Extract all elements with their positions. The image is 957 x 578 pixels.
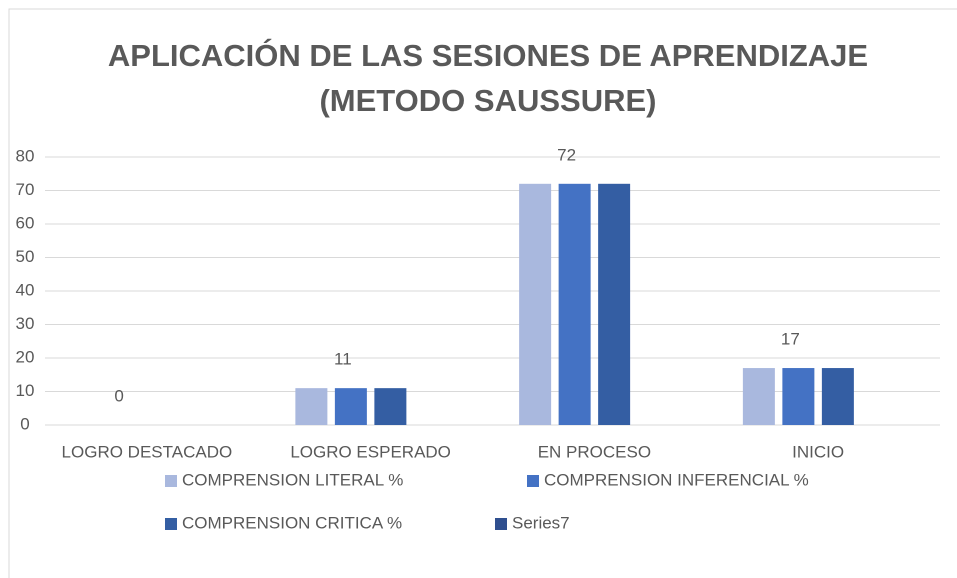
y-tick-label: 60 <box>16 213 35 232</box>
chart-title: (METODO SAUSSURE) <box>319 83 656 118</box>
y-tick-label: 80 <box>16 146 35 165</box>
legend-label: Series7 <box>512 513 570 532</box>
legend-swatch <box>165 518 177 530</box>
data-label: 11 <box>334 350 352 369</box>
data-label: 0 <box>114 386 123 405</box>
x-tick-label: LOGRO DESTACADO <box>62 442 233 461</box>
bar <box>519 183 552 425</box>
y-tick-label: 0 <box>20 414 29 433</box>
x-tick-label: EN PROCESO <box>538 442 651 461</box>
bar <box>334 388 367 425</box>
bar <box>374 388 407 425</box>
y-tick-label: 50 <box>16 247 35 266</box>
legend-swatch <box>527 475 539 487</box>
y-tick-label: 70 <box>16 180 35 199</box>
bar <box>558 183 591 425</box>
y-tick-label: 40 <box>16 280 35 299</box>
legend-swatch <box>495 518 507 530</box>
bar <box>742 368 775 425</box>
legend-swatch <box>165 475 177 487</box>
legend-label: COMPRENSION LITERAL % <box>182 470 403 489</box>
legend-label: COMPRENSION CRITICA % <box>182 513 402 532</box>
y-tick-label: 10 <box>16 381 35 400</box>
bar <box>782 368 815 425</box>
data-label: 72 <box>557 145 576 164</box>
y-tick-label: 20 <box>16 347 35 366</box>
bar <box>295 388 328 425</box>
x-tick-label: INICIO <box>792 442 844 461</box>
legend-label: COMPRENSION INFERENCIAL % <box>544 470 809 489</box>
data-label: 17 <box>781 330 800 349</box>
x-tick-label: LOGRO ESPERADO <box>290 442 451 461</box>
chart-title: APLICACIÓN DE LAS SESIONES DE APRENDIZAJ… <box>108 37 868 73</box>
bar <box>598 183 631 425</box>
bar <box>821 368 854 425</box>
y-tick-label: 30 <box>16 314 35 333</box>
